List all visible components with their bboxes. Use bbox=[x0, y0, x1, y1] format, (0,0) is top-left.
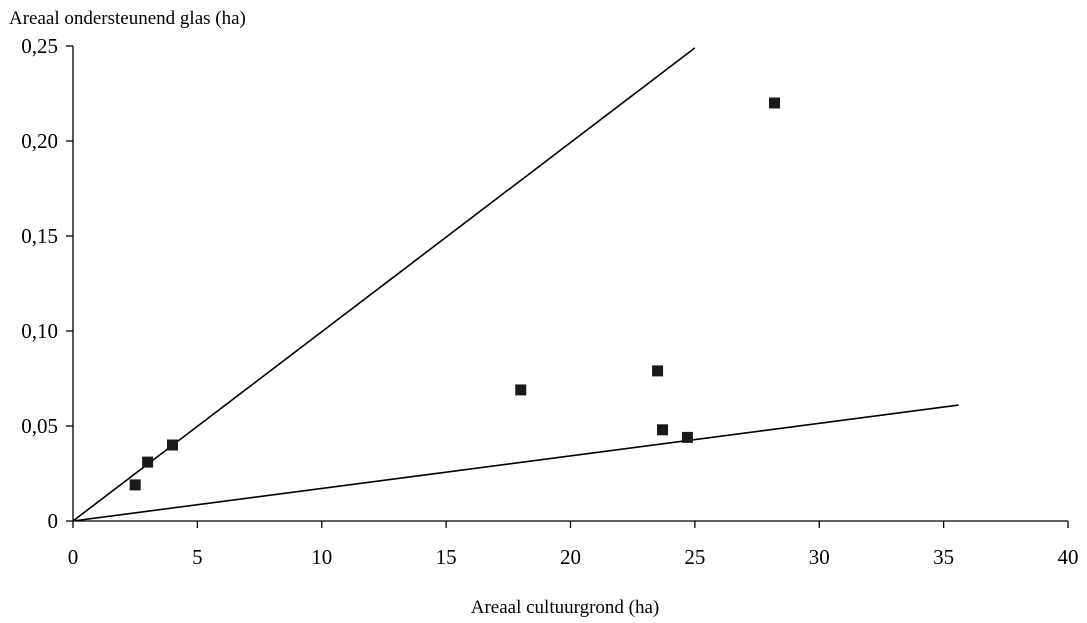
data-points bbox=[129, 97, 780, 491]
x-tick-label: 0 bbox=[68, 545, 79, 569]
x-tick-label: 10 bbox=[311, 545, 332, 569]
y-tick-label: 0,25 bbox=[21, 34, 58, 58]
x-tick-label: 40 bbox=[1058, 545, 1079, 569]
data-point bbox=[515, 384, 527, 396]
x-axis: 0 5 10 15 20 25 30 35 40 bbox=[68, 520, 1079, 569]
y-tick-label: 0,10 bbox=[21, 319, 58, 343]
y-tick-label: 0 bbox=[48, 509, 59, 533]
data-point bbox=[768, 97, 780, 109]
x-tick-label: 15 bbox=[436, 545, 457, 569]
x-axis-title: Areaal cultuurgrond (ha) bbox=[471, 597, 660, 618]
y-tick-label: 0,20 bbox=[21, 129, 58, 153]
x-tick-label: 30 bbox=[809, 545, 830, 569]
reference-line bbox=[72, 47, 696, 522]
x-tick-label: 5 bbox=[192, 545, 203, 569]
reference-lines bbox=[72, 47, 959, 522]
data-point bbox=[681, 431, 693, 443]
data-point bbox=[657, 424, 669, 436]
y-axis: 0 0,05 0,10 0,15 0,20 0,25 bbox=[21, 34, 74, 533]
x-tick-label: 25 bbox=[684, 545, 705, 569]
data-point bbox=[652, 365, 664, 377]
data-point bbox=[167, 439, 178, 451]
x-tick-label: 20 bbox=[560, 545, 581, 569]
reference-line bbox=[72, 404, 959, 522]
x-ticks: 0 5 10 15 20 25 30 35 40 bbox=[68, 521, 1079, 569]
y-ticks: 0 0,05 0,10 0,15 0,20 0,25 bbox=[21, 34, 73, 533]
y-tick-label: 0,05 bbox=[21, 414, 58, 438]
x-tick-label: 35 bbox=[933, 545, 954, 569]
data-point bbox=[129, 479, 141, 491]
y-axis-title: Areaal ondersteunend glas (ha) bbox=[9, 8, 246, 29]
data-point bbox=[142, 456, 154, 468]
y-tick-label: 0,15 bbox=[21, 224, 58, 248]
